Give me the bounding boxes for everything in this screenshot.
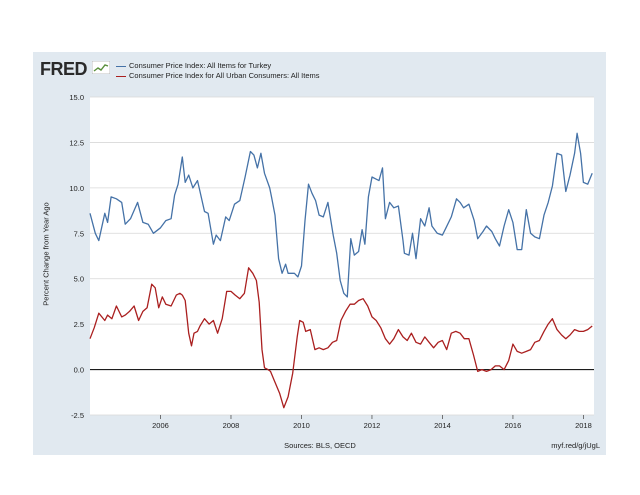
legend-item-turkey: Consumer Price Index: All Items for Turk… [116,61,320,71]
legend-label-turkey: Consumer Price Index: All Items for Turk… [129,61,272,70]
y-tick-label: 5.0 [74,275,84,284]
y-tick-label: 7.5 [74,229,84,238]
y-tick-label: 10.0 [69,184,84,193]
x-tick-label: 2006 [152,421,169,430]
y-tick-label: 0.0 [74,366,84,375]
x-tick-label: 2016 [505,421,522,430]
legend-swatch-turkey [116,65,126,67]
x-tick-label: 2010 [293,421,310,430]
x-tick-label: 2014 [434,421,451,430]
legend-item-us: Consumer Price Index for All Urban Consu… [116,71,320,81]
y-tick-label: 15.0 [69,93,84,102]
y-tick-label: 2.5 [74,320,84,329]
legend-swatch-us [116,75,126,77]
x-tick-label: 2018 [575,421,592,430]
y-tick-label: 12.5 [69,138,84,147]
y-tick-label: -2.5 [71,411,84,420]
fred-graph-icon [92,61,110,74]
legend-label-us: Consumer Price Index for All Urban Consu… [129,71,320,80]
x-tick-label: 2008 [223,421,240,430]
series-line-1 [89,267,593,409]
x-tick-label: 2012 [364,421,381,430]
series-line-0 [89,132,593,298]
plot-area [90,97,594,415]
legend: Consumer Price Index: All Items for Turk… [116,61,320,81]
fred-logo: FRED [40,59,88,79]
sources-note: Sources: BLS, OECD [284,441,356,450]
short-url[interactable]: myf.red/g/jUgL [551,441,600,450]
